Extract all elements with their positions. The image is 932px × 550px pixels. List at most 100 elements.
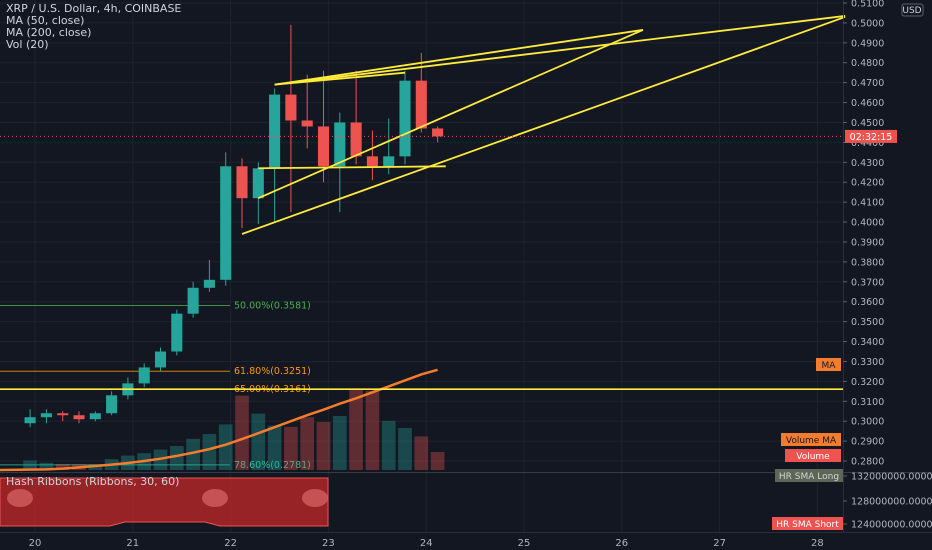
candle-body	[106, 395, 118, 414]
volume-bar	[251, 413, 266, 470]
currency-box[interactable]	[901, 3, 924, 17]
ribbon-marker	[7, 489, 33, 507]
price-tick-label: 0.3200	[851, 377, 884, 388]
price-tick-label: 0.5000	[851, 18, 884, 29]
trendline	[274, 15, 846, 86]
candlesticks[interactable]	[24, 24, 444, 428]
volume-ma-badge-label: Volume MA	[786, 436, 837, 446]
candle-body	[252, 168, 264, 199]
price-tick-label: 0.4800	[851, 58, 884, 69]
candle-body	[236, 166, 248, 199]
volume-bar	[55, 464, 70, 470]
ma-badge-label: MA	[822, 361, 837, 371]
volume-bar	[169, 446, 184, 470]
moving-average-line	[0, 368, 438, 472]
candle-body	[301, 120, 313, 127]
volume-bar	[430, 452, 445, 470]
candle-body	[171, 313, 183, 352]
candle-body	[24, 417, 36, 424]
volume-bar	[284, 426, 298, 470]
volume-bar	[316, 422, 331, 470]
price-tick-label: 0.3000	[851, 417, 884, 428]
price-tick-label: 0.3100	[851, 397, 884, 408]
volume-bar	[414, 436, 429, 470]
candle-body	[220, 166, 232, 280]
fib-level-label: 50.00%(0.3581)	[234, 301, 311, 312]
legend-ma200[interactable]: MA (200, close)	[6, 26, 91, 39]
trendline	[258, 165, 446, 170]
hr-short-badge	[772, 517, 843, 530]
volume-bar	[332, 416, 347, 470]
date-label: 20	[29, 538, 42, 549]
trendline	[257, 29, 644, 199]
candle-body	[138, 367, 150, 384]
volume-bar	[23, 460, 37, 470]
candle-body	[187, 287, 199, 314]
time-axis[interactable]	[0, 532, 932, 550]
price-tick-label: 0.4700	[851, 78, 884, 89]
volume-bar	[186, 438, 200, 470]
candle-body	[203, 279, 215, 288]
candle-body	[89, 413, 101, 420]
volume-bar	[202, 434, 217, 470]
hr-long-badge	[775, 469, 843, 482]
legend-symbol[interactable]: XRP / U.S. Dollar, 4h, COINBASE	[6, 2, 181, 15]
legend-vol[interactable]: Vol (20)	[6, 38, 49, 51]
countdown-badge	[845, 129, 897, 143]
date-label: 22	[224, 538, 237, 549]
candle-body	[285, 94, 297, 121]
price-tick-label: 0.2900	[851, 437, 884, 448]
volume-badge-label: Volume	[796, 452, 830, 462]
price-tick-label: 0.4300	[851, 158, 884, 169]
volume-bar	[381, 420, 396, 470]
date-label: 26	[615, 538, 628, 549]
legend: XRP / U.S. Dollar, 4h, COINBASE MA (50, …	[6, 2, 181, 51]
volume-bar	[349, 388, 363, 470]
candle-body	[399, 80, 411, 157]
candle-body	[269, 94, 281, 169]
trendline-drawings[interactable]	[241, 15, 846, 235]
volume-bar	[218, 424, 233, 470]
fib-level-label: 61.80%(0.3251)	[234, 366, 311, 377]
ma-badge	[816, 358, 841, 371]
date-label: 27	[713, 538, 726, 549]
indicator-tick-label: 128000000.0000	[851, 497, 932, 508]
hash-ribbon-area	[0, 477, 329, 527]
price-tick-label: 0.3800	[851, 257, 884, 268]
hr-short-badge-label: HR SMA Short	[776, 520, 839, 530]
price-tick-label: 0.4500	[851, 118, 884, 129]
candle-body	[350, 122, 362, 157]
candle-body	[40, 413, 52, 418]
date-label: 28	[811, 538, 824, 549]
price-tick-label: 0.4100	[851, 198, 884, 209]
volume-bar	[365, 390, 380, 470]
price-axis[interactable]: 0.5100 0.5000 0.4900 0.4800 0.4700 0.4600 0.45…	[843, 0, 884, 468]
price-tick-label: 0.2800	[851, 457, 884, 468]
indicator-axis[interactable]: 132000000.0000 128000000.0000 124000000.00…	[843, 472, 932, 531]
price-tick-label: 0.4900	[851, 38, 884, 49]
volume-badge	[785, 449, 841, 462]
date-label: 23	[322, 538, 335, 549]
trendline	[274, 28, 644, 86]
currency-label[interactable]: USD	[902, 6, 921, 16]
countdown-text: 02:32:15	[850, 132, 893, 143]
candle-body	[317, 126, 330, 167]
candle-body	[73, 415, 85, 420]
volume-bar	[300, 417, 315, 470]
ribbon-markers	[7, 489, 328, 507]
hr-long-badge-label: HR SMA Long	[779, 472, 839, 482]
price-tick-label: 0.4400	[851, 138, 884, 149]
candle-body	[432, 128, 444, 137]
indicator-tick-label: 132000000.0000	[851, 472, 932, 483]
volume-ma-badge	[781, 433, 841, 446]
candle-body	[154, 351, 167, 368]
ribbon-marker	[302, 489, 328, 507]
price-tick-label: 0.4600	[851, 98, 884, 109]
trendline	[241, 16, 846, 235]
candle-body	[366, 156, 378, 167]
price-tick-label: 0.3300	[851, 357, 884, 368]
legend-ma50[interactable]: MA (50, close)	[6, 14, 84, 27]
date-label: 21	[126, 538, 139, 549]
volume-bar	[235, 395, 249, 470]
